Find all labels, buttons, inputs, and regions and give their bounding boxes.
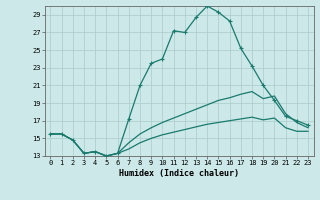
X-axis label: Humidex (Indice chaleur): Humidex (Indice chaleur) — [119, 169, 239, 178]
